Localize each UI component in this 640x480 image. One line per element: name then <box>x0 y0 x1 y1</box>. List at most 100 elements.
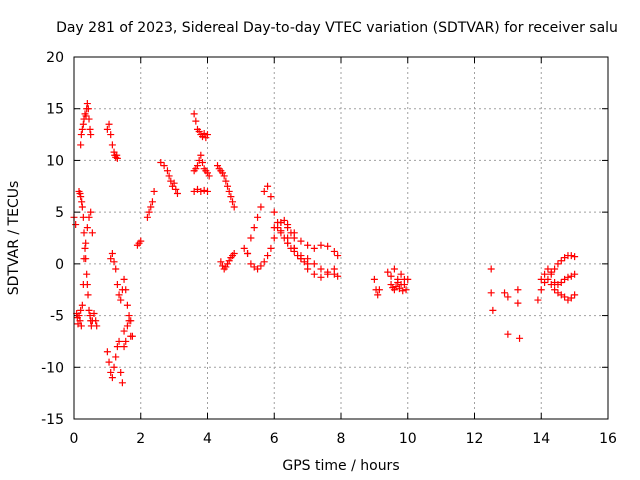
data-point <box>82 112 90 120</box>
data-point <box>402 286 410 294</box>
data-point <box>489 306 497 314</box>
data-point <box>117 368 125 376</box>
data-point <box>297 255 305 263</box>
data-point <box>137 237 145 245</box>
data-point <box>229 198 237 206</box>
data-point <box>93 322 101 330</box>
data-point <box>172 185 180 193</box>
x-tick-label: 2 <box>136 431 145 447</box>
data-point <box>400 275 408 283</box>
series-arc3 <box>77 100 95 149</box>
data-point <box>157 158 165 166</box>
data-point <box>370 275 378 283</box>
series-arc16 <box>217 250 238 273</box>
data-point <box>80 229 88 237</box>
data-point <box>197 151 205 159</box>
data-point <box>198 158 206 166</box>
y-tick-label: -15 <box>41 412 64 428</box>
data-point <box>214 162 222 170</box>
series-arc12 <box>190 110 211 142</box>
data-point <box>554 260 562 268</box>
data-point <box>120 327 128 335</box>
data-point <box>163 167 171 175</box>
data-point <box>122 286 130 294</box>
data-point <box>85 306 93 314</box>
data-point <box>120 275 128 283</box>
data-point <box>83 224 91 232</box>
x-tick-label: 10 <box>399 431 417 447</box>
data-point <box>224 260 232 268</box>
data-point <box>257 203 265 211</box>
data-point <box>202 134 210 142</box>
data-point <box>123 301 131 309</box>
data-point <box>516 334 524 342</box>
data-point <box>310 270 318 278</box>
data-point <box>107 368 115 376</box>
data-point <box>110 258 118 266</box>
data-point <box>148 198 156 206</box>
data-point <box>537 286 545 294</box>
data-point <box>204 131 211 139</box>
series-arc8 <box>120 312 136 345</box>
data-point <box>113 151 121 159</box>
series-arc13 <box>190 151 213 180</box>
data-point <box>304 255 312 263</box>
data-point <box>561 293 569 301</box>
data-point <box>78 125 86 133</box>
data-point <box>504 293 512 301</box>
data-point <box>103 125 111 133</box>
data-point <box>330 247 338 255</box>
data-point <box>112 265 120 273</box>
data-point <box>399 287 407 295</box>
data-point <box>547 268 555 276</box>
data-point <box>537 275 545 283</box>
data-point <box>324 270 332 278</box>
y-tick-label: -10 <box>41 360 64 376</box>
data-point <box>123 322 131 330</box>
data-point <box>244 250 252 258</box>
data-point <box>397 270 405 278</box>
data-point <box>90 310 98 318</box>
data-point <box>108 250 116 258</box>
data-point <box>284 224 292 232</box>
data-point <box>168 182 176 190</box>
data-point <box>230 203 238 211</box>
data-point <box>330 265 338 273</box>
data-point <box>83 270 91 278</box>
series-arc21 <box>284 234 338 281</box>
data-point <box>113 281 121 289</box>
data-point <box>92 317 100 325</box>
data-point <box>230 250 238 258</box>
data-point <box>115 291 123 299</box>
data-point <box>270 208 278 216</box>
data-point <box>192 165 200 173</box>
data-point <box>113 154 121 162</box>
data-point <box>571 270 579 278</box>
data-point <box>264 252 272 260</box>
data-point <box>390 286 398 294</box>
x-tick-label: 6 <box>270 431 279 447</box>
data-point <box>77 131 85 139</box>
data-point <box>260 187 268 195</box>
data-point <box>78 301 86 309</box>
series-arc11 <box>157 158 181 198</box>
data-point <box>224 182 232 190</box>
plot-frame <box>73 56 609 420</box>
data-point <box>77 193 85 201</box>
data-point <box>204 187 211 195</box>
data-point <box>204 169 211 177</box>
series-arc4 <box>82 208 101 330</box>
x-axis-label: GPS time / hours <box>282 458 399 474</box>
data-point <box>200 130 208 138</box>
data-point <box>88 229 96 237</box>
data-point <box>103 348 111 356</box>
data-point <box>112 353 120 361</box>
y-tick-label: 5 <box>55 205 64 221</box>
data-point <box>115 337 123 345</box>
data-point <box>254 265 262 273</box>
data-point <box>551 265 559 273</box>
data-point <box>83 100 91 108</box>
data-point <box>375 286 383 294</box>
data-point <box>87 131 95 139</box>
data-point <box>83 281 91 289</box>
